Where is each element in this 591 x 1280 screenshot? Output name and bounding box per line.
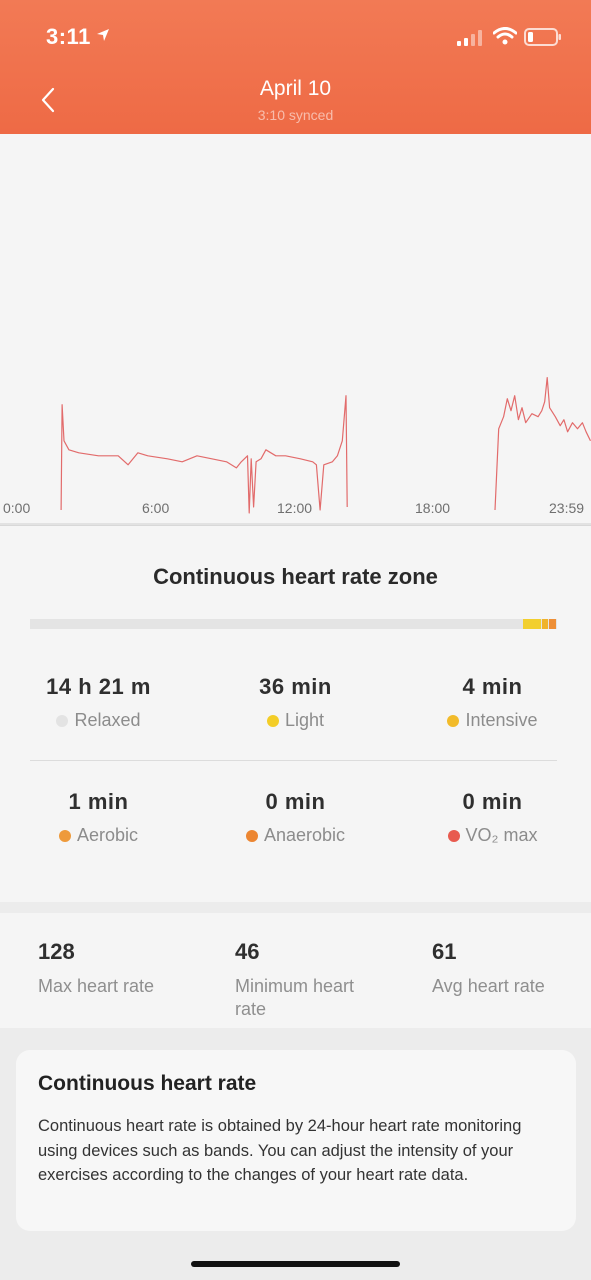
stat-label: Intensive xyxy=(465,710,538,730)
heart-rate-line xyxy=(60,395,348,514)
stat-value: 0 min xyxy=(265,789,326,814)
stat-label: Light xyxy=(284,710,325,730)
zone-distribution-bar xyxy=(30,619,557,629)
info-card: Continuous heart rate Continuous heart r… xyxy=(16,1050,576,1231)
summary-label: Max heart rate xyxy=(38,976,155,996)
x-tick-label: 6:00 xyxy=(142,500,169,516)
stat-value: 0 min xyxy=(462,789,523,814)
anaerobic-dot-icon xyxy=(245,829,258,842)
info-title: Continuous heart rate xyxy=(38,1072,257,1095)
stat-label: Relaxed xyxy=(74,710,141,730)
x-tick-label: 23:59 xyxy=(549,500,584,516)
summary-min: 46 Minimum heart rate xyxy=(235,939,355,1021)
info-body: Continuous heart rate is obtained by 24-… xyxy=(38,1117,522,1184)
chevron-left-icon xyxy=(41,87,55,113)
summary-avg: 61 Avg heart rate xyxy=(432,939,587,998)
zone-bar-segment-intensive xyxy=(542,619,548,629)
vo2max-dot-icon xyxy=(447,829,460,842)
summary-value: 128 xyxy=(38,939,75,964)
heart-rate-line xyxy=(494,377,591,511)
stat-label: Anaerobic xyxy=(263,825,346,845)
heart-rate-chart[interactable]: 0:00 6:00 12:00 18:00 23:59 xyxy=(0,134,591,525)
stat-value: 14 h 21 m xyxy=(46,674,151,699)
summary-value: 46 xyxy=(235,939,260,964)
battery-icon xyxy=(524,28,561,46)
stat-label: VO₂ max xyxy=(465,825,538,845)
wifi-icon xyxy=(493,27,517,45)
zone-title: Continuous heart rate zone xyxy=(153,564,438,589)
intensive-dot-icon xyxy=(447,714,460,727)
stat-value: 4 min xyxy=(462,674,523,699)
heart-rate-chart-svg: 0:00 6:00 12:00 18:00 23:59 xyxy=(0,377,591,525)
zone-bar-segment-aerobic xyxy=(549,619,556,629)
header-bar: 3:11 April 10 3:10 synced xyxy=(0,0,591,134)
stat-value: 1 min xyxy=(68,789,129,814)
divider xyxy=(30,760,557,761)
x-tick-label: 12:00 xyxy=(277,500,312,516)
summary-max: 128 Max heart rate xyxy=(38,939,188,998)
stat-label: Aerobic xyxy=(76,825,139,845)
stat-vo2max: 0 min VO₂ max xyxy=(394,789,591,846)
zone-bar-segment-light xyxy=(523,619,541,629)
x-tick-label: 18:00 xyxy=(415,500,450,516)
home-indicator[interactable] xyxy=(191,1261,400,1267)
page-title: April 10 xyxy=(259,77,332,100)
x-tick-label: 0:00 xyxy=(3,500,30,516)
stat-value: 36 min xyxy=(259,674,332,699)
heart-rate-zone-card: Continuous heart rate zone 14 h 21 m Rel… xyxy=(0,525,591,902)
stat-anaerobic: 0 min Anaerobic xyxy=(197,789,394,846)
status-time: 3:11 xyxy=(46,24,91,49)
sync-status: 3:10 synced xyxy=(257,107,334,123)
aerobic-dot-icon xyxy=(58,829,71,842)
back-button[interactable] xyxy=(30,80,66,120)
light-dot-icon xyxy=(266,714,279,727)
summary-value: 61 xyxy=(432,939,457,964)
stat-intensive: 4 min Intensive xyxy=(394,674,591,731)
cellular-signal-icon xyxy=(457,30,482,46)
stat-relaxed: 14 h 21 m Relaxed xyxy=(0,674,197,731)
stat-light: 36 min Light xyxy=(197,674,394,731)
heart-rate-summary: 128 Max heart rate 46 Minimum heart rate… xyxy=(0,913,591,1028)
summary-label: Avg heart rate xyxy=(432,976,545,996)
relaxed-dot-icon xyxy=(56,714,69,727)
summary-label: Minimum heart rate xyxy=(235,976,355,1019)
location-arrow-icon xyxy=(97,29,109,41)
stat-aerobic: 1 min Aerobic xyxy=(0,789,197,846)
